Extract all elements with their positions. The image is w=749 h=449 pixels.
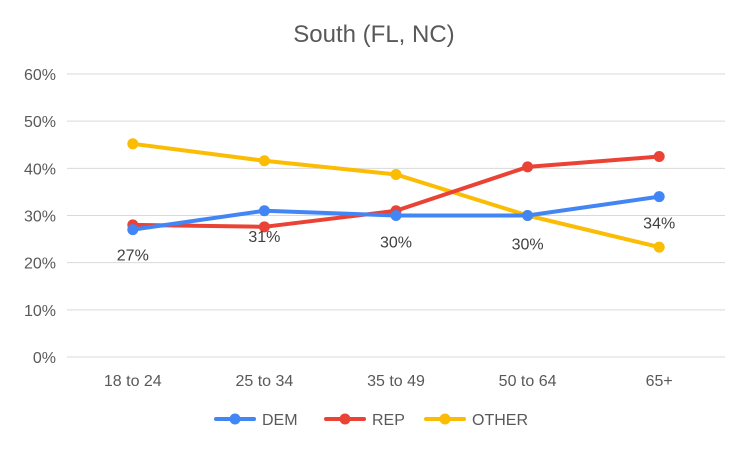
chart-title: South (FL, NC) bbox=[293, 21, 454, 48]
y-axis-ticks: 0% 10% 20% 30% 40% 50% 60% bbox=[24, 67, 56, 367]
y-tick-label: 30% bbox=[24, 209, 56, 226]
legend-label: REP bbox=[372, 412, 405, 429]
legend-swatch-marker bbox=[229, 413, 241, 425]
x-tick-label: 50 to 64 bbox=[499, 373, 557, 390]
data-label: 30% bbox=[512, 237, 544, 254]
data-point bbox=[127, 224, 139, 236]
data-labels: 27% 31% 30% 30% 34% bbox=[117, 216, 675, 265]
data-point bbox=[258, 155, 270, 167]
y-tick-label: 20% bbox=[24, 256, 56, 273]
data-label: 31% bbox=[248, 229, 280, 246]
x-tick-label: 25 to 34 bbox=[235, 373, 293, 390]
series-dem bbox=[127, 191, 665, 236]
data-label: 34% bbox=[643, 216, 675, 233]
y-tick-label: 0% bbox=[33, 350, 56, 367]
data-point bbox=[653, 191, 665, 203]
data-label: 30% bbox=[380, 235, 412, 252]
legend-item-dem: DEM bbox=[214, 412, 298, 429]
series-layer bbox=[127, 138, 665, 253]
legend-item-other: OTHER bbox=[424, 412, 528, 429]
legend: DEM REP OTHER bbox=[214, 412, 528, 429]
data-point bbox=[258, 221, 270, 233]
series-line bbox=[130, 141, 662, 250]
legend-swatch-marker bbox=[439, 413, 451, 425]
y-tick-label: 60% bbox=[24, 67, 56, 84]
data-label: 27% bbox=[117, 248, 149, 265]
x-tick-label: 65+ bbox=[646, 373, 673, 390]
data-point bbox=[653, 241, 665, 253]
y-tick-label: 50% bbox=[24, 114, 56, 131]
legend-item-rep: REP bbox=[324, 412, 405, 429]
data-point bbox=[127, 138, 139, 150]
data-point bbox=[522, 210, 534, 221]
legend-label: OTHER bbox=[472, 412, 528, 429]
legend-swatch-marker bbox=[339, 413, 351, 425]
data-point bbox=[522, 161, 534, 173]
data-point bbox=[390, 168, 402, 180]
x-tick-label: 35 to 49 bbox=[367, 373, 425, 390]
data-point bbox=[653, 151, 665, 163]
gridlines bbox=[67, 73, 725, 358]
x-axis-ticks: 18 to 24 25 to 34 35 to 49 50 to 64 65+ bbox=[104, 373, 673, 390]
legend-label: DEM bbox=[262, 412, 298, 429]
data-point bbox=[390, 210, 402, 221]
y-tick-label: 40% bbox=[24, 161, 56, 178]
data-point bbox=[258, 205, 270, 217]
x-tick-label: 18 to 24 bbox=[104, 373, 162, 390]
y-tick-label: 10% bbox=[24, 303, 56, 320]
